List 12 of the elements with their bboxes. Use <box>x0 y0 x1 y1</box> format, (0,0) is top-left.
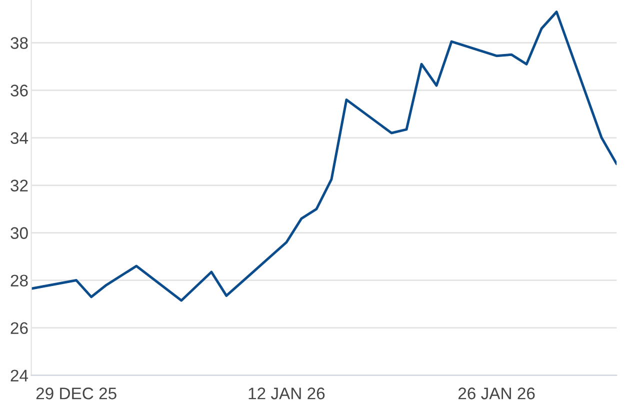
y-tick-label: 32 <box>10 180 28 192</box>
x-tick-label: 29 DEC 25 <box>36 388 116 400</box>
y-tick-label: 24 <box>10 370 28 382</box>
y-tick-label: 26 <box>10 322 28 334</box>
y-tick-label: 36 <box>10 84 28 96</box>
y-tick-label: 30 <box>10 227 28 239</box>
x-tick-label: 26 JAN 26 <box>458 388 535 400</box>
y-tick-label: 38 <box>10 37 28 49</box>
x-tick-label: 12 JAN 26 <box>248 388 325 400</box>
line-series <box>31 10 617 302</box>
y-tick-label: 28 <box>10 274 28 286</box>
y-tick-label: 34 <box>10 132 28 144</box>
